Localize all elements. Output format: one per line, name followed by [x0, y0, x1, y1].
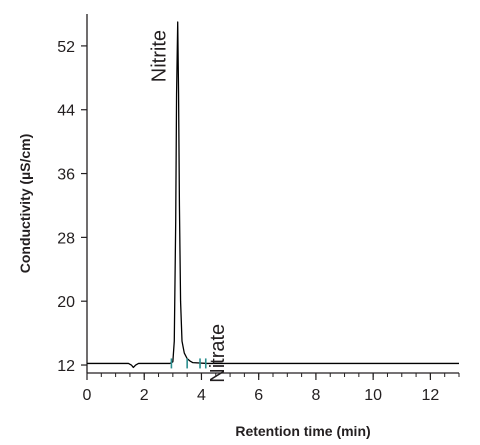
- y-axis-title: Conductivity (µS/cm): [17, 134, 33, 274]
- x-tick-label: 2: [140, 387, 149, 404]
- y-tick-label: 36: [57, 167, 75, 184]
- x-tick-label: 12: [421, 387, 439, 404]
- x-axis-title: Retention time (min): [235, 423, 370, 439]
- y-tick-label: 20: [57, 294, 75, 311]
- x-tick-label: 6: [254, 387, 263, 404]
- x-tick-label: 10: [364, 387, 382, 404]
- peak-labels: Nitrite Nitrate: [149, 30, 229, 383]
- peak-label: Nitrite: [149, 30, 171, 82]
- peak-label: Nitrate: [207, 324, 229, 383]
- tick-labels: 12 20 28 36 44 52 0 2 4 6 8 10 12: [57, 39, 439, 404]
- series: [87, 21, 459, 369]
- axes: [86, 14, 459, 374]
- x-tick-label: 4: [197, 387, 206, 404]
- y-tick-label: 52: [57, 39, 75, 56]
- y-tick-label: 12: [57, 358, 75, 375]
- axis-ticks: [81, 45, 460, 380]
- y-tick-label: 44: [57, 103, 75, 120]
- x-tick-label: 8: [311, 387, 320, 404]
- series-line: [87, 21, 459, 369]
- integration-marks: [170, 358, 207, 369]
- y-tick-label: 28: [57, 230, 75, 247]
- x-tick-label: 0: [83, 387, 92, 404]
